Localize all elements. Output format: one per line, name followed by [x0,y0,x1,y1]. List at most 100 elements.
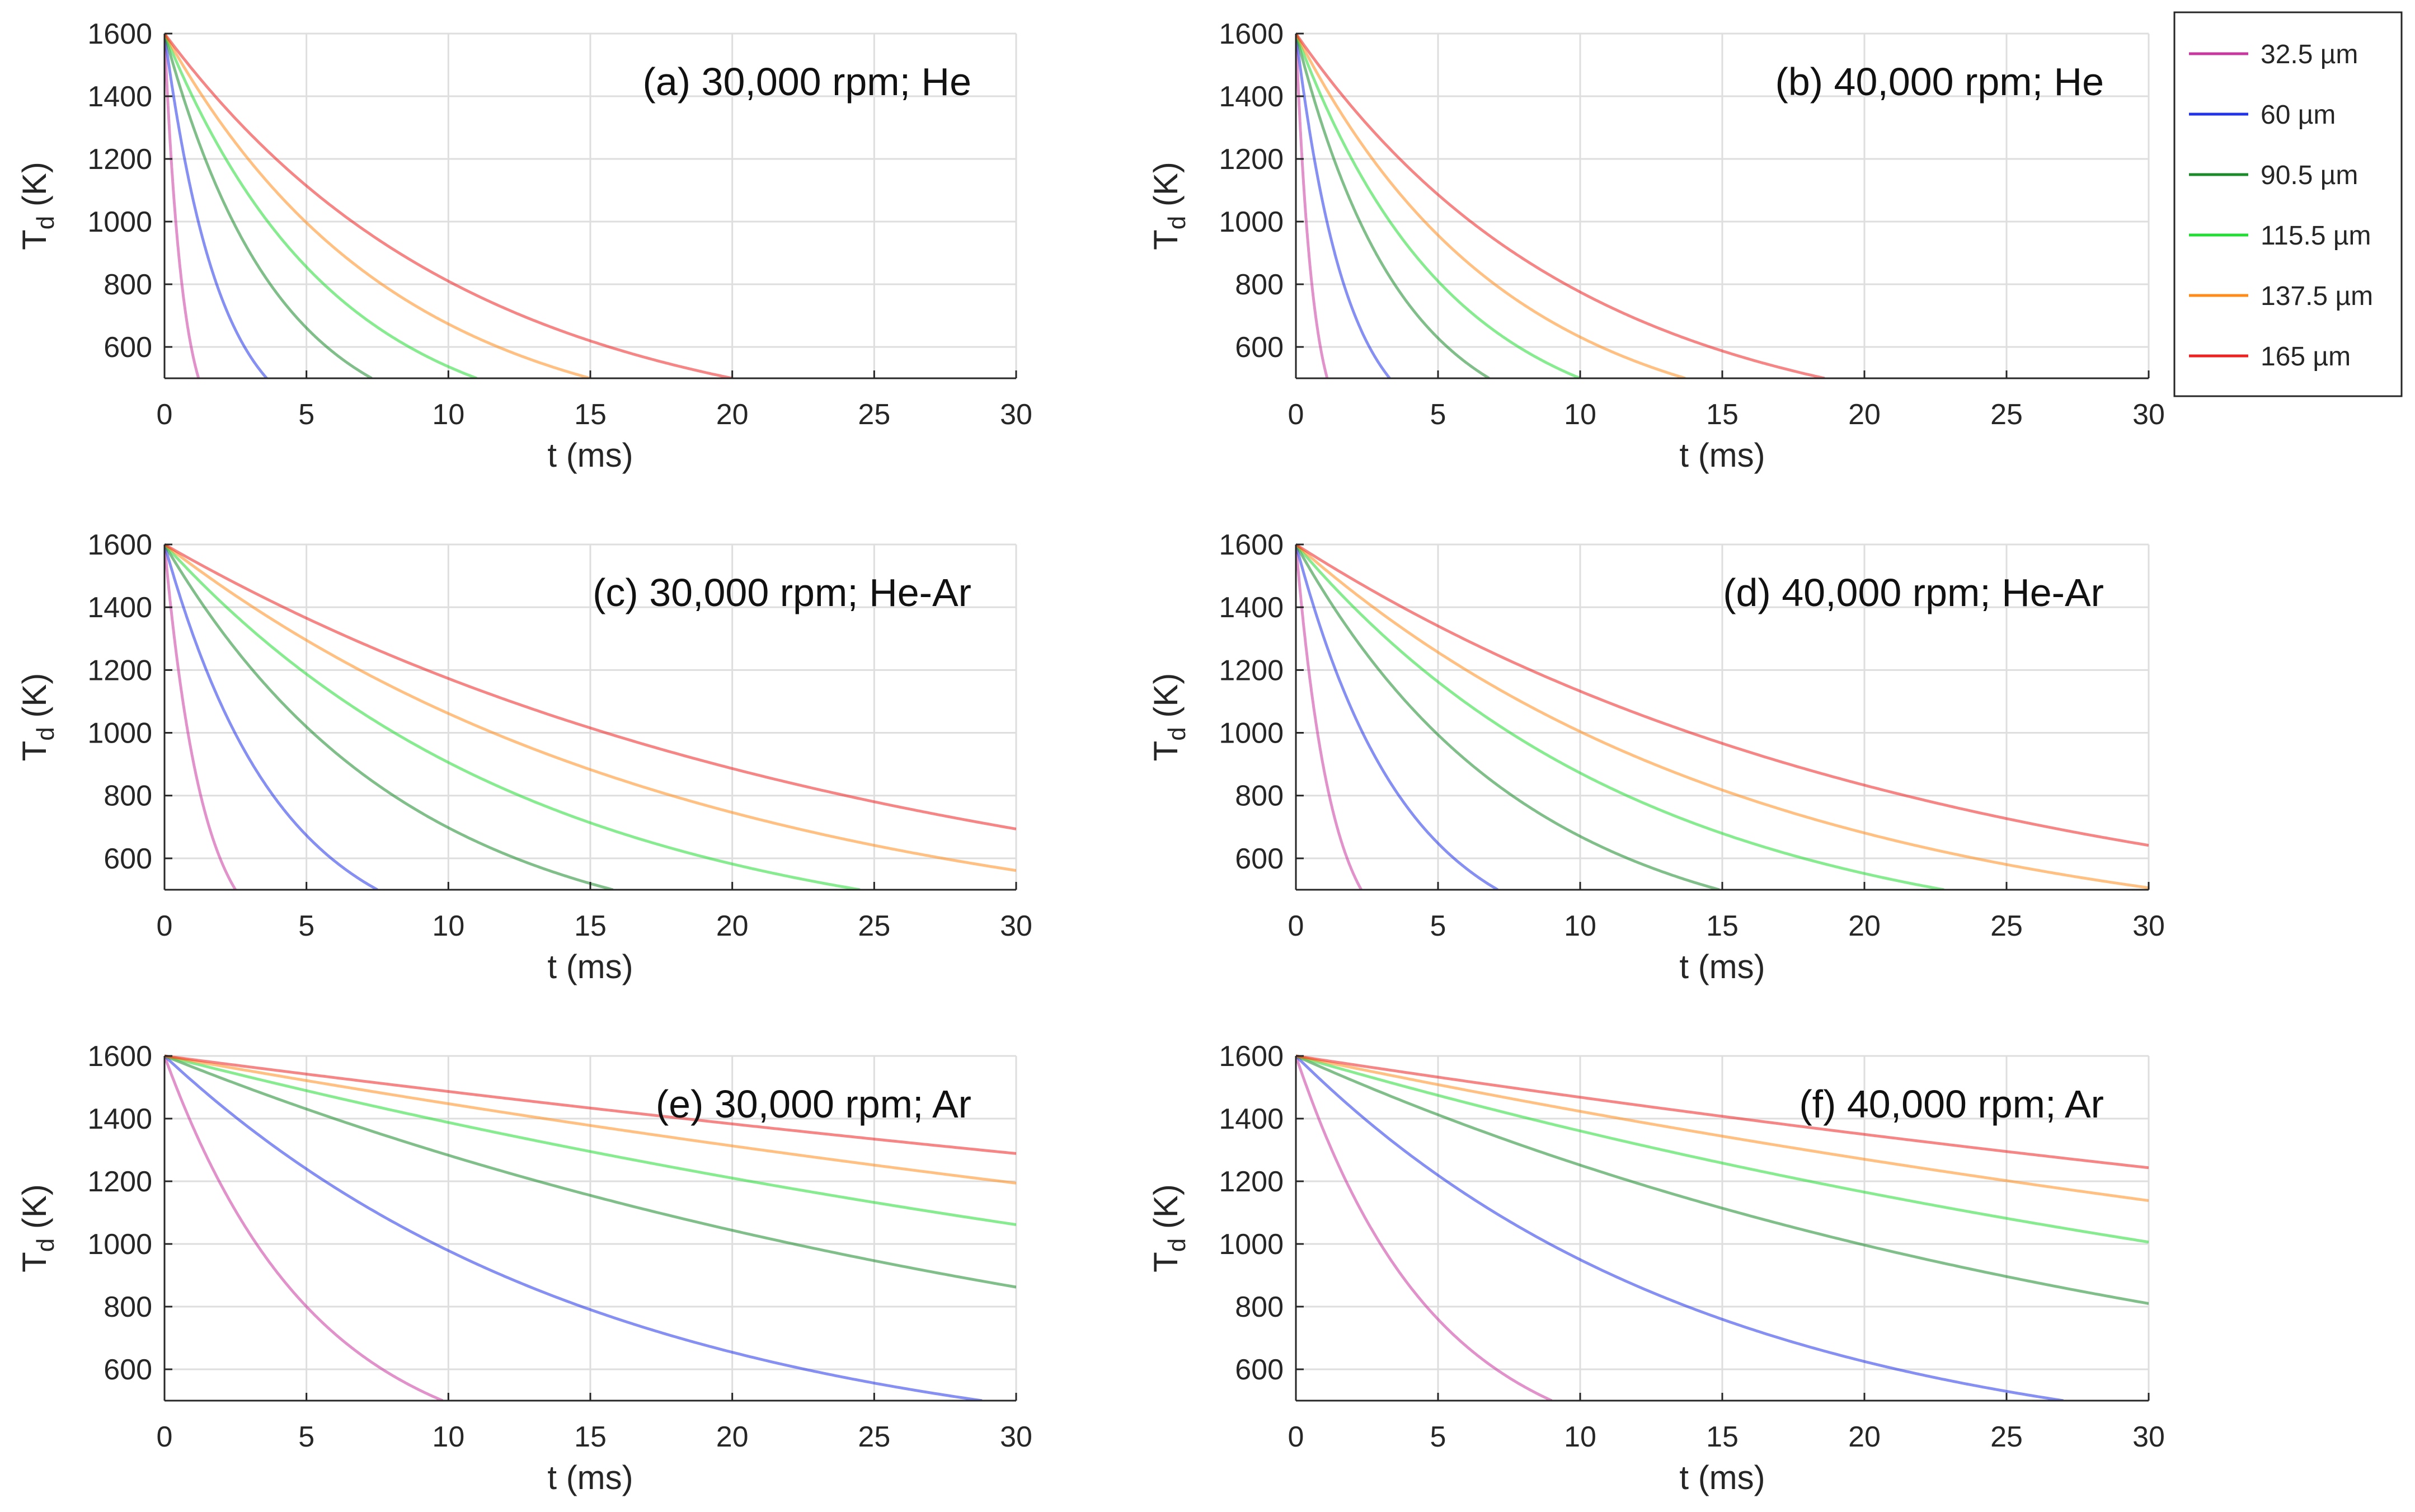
y-tick-label: 1000 [87,717,152,750]
series-line-5 [165,1054,1016,1155]
x-tick-label: 10 [1564,398,1596,431]
x-tick-label: 10 [432,398,464,431]
series-line-4 [1296,543,2149,889]
y-axis-label: Td (K) [1147,1184,1191,1272]
y-axis-label: Td (K) [1147,162,1191,250]
x-tick-label: 25 [858,398,890,431]
x-axis-label: t (ms) [1679,436,1765,474]
subplot-b: 0 5 10 15 20 25 30 600 800 1000 1200 1400 1600 t (ms)… [1147,18,2165,474]
y-tick-label: 600 [104,331,152,364]
series-line-2 [165,1054,1016,1289]
series-line-2 [165,33,373,378]
x-axis-label: t (ms) [547,1459,633,1496]
panel-title: (d) 40,000 rpm; He-Ar [1723,571,2104,614]
legend-label: 165 µm [2261,342,2351,372]
series-line-0 [1296,33,1329,378]
y-tick-label: 800 [1235,1291,1284,1323]
x-tick-label: 0 [157,1421,173,1453]
y-tick-label: 1000 [1219,206,1284,238]
series-line-5 [1296,543,2149,847]
y-tick-label: 1200 [87,143,152,176]
y-axis-label: Td (K) [16,162,59,250]
series-line-5 [165,32,733,378]
x-axis-label: t (ms) [547,436,633,474]
subplot-d: 0 5 10 15 20 25 30 600 800 1000 1200 1400 1600 t (ms)… [1147,529,2165,985]
x-tick-label: 15 [574,910,607,942]
series-line-4 [165,1054,1016,1185]
y-tick-label: 1200 [1219,143,1284,176]
panel-title: (b) 40,000 rpm; He [1775,60,2104,104]
x-tick-label: 0 [1288,910,1304,942]
x-tick-label: 25 [1990,1421,2023,1453]
y-tick-label: 1400 [87,81,152,113]
legend-label: 32.5 µm [2261,40,2358,69]
x-tick-label: 15 [1706,910,1739,942]
series-line-4 [1296,32,1686,378]
subplot-a: 0 5 10 15 20 25 30 600 800 1000 1200 1400 1600 t (ms)… [16,18,1032,474]
series-line-3 [1296,1054,2149,1244]
series-line-3 [165,33,477,378]
y-tick-label: 600 [104,843,152,875]
series-line-2 [1296,1054,2149,1305]
y-tick-label: 800 [104,1291,152,1323]
x-tick-label: 30 [2132,910,2165,942]
x-tick-label: 5 [298,910,314,942]
y-tick-label: 1200 [1219,1166,1284,1198]
x-axis-label: t (ms) [547,948,633,985]
series-line-1 [165,544,378,890]
x-tick-label: 30 [1000,910,1032,942]
y-axis-label: Td (K) [16,673,59,762]
y-tick-label: 1000 [87,1228,152,1261]
series-line-2 [1296,543,1720,890]
y-tick-label: 1200 [87,654,152,687]
y-tick-label: 800 [104,780,152,813]
y-tick-label: 1600 [87,529,152,561]
series-line-1 [1296,1055,2064,1401]
x-tick-label: 30 [1000,398,1032,431]
y-tick-label: 1400 [1219,81,1284,113]
series-line-3 [1296,543,1944,890]
series-line-4 [165,32,591,378]
y-tick-label: 600 [104,1354,152,1386]
series-line-0 [1296,544,1363,890]
legend-label: 60 µm [2261,100,2336,130]
series-line-5 [1296,1054,2149,1170]
series-line-2 [165,543,614,890]
x-tick-label: 15 [574,1421,607,1453]
x-tick-label: 15 [574,398,607,431]
x-tick-label: 5 [1430,910,1446,942]
series-line-2 [1296,33,1490,378]
x-tick-label: 30 [1000,1421,1032,1453]
series-line-4 [1296,1054,2149,1202]
x-tick-label: 25 [858,910,890,942]
panel-title: (e) 30,000 rpm; Ar [656,1082,971,1126]
y-tick-label: 1600 [87,18,152,50]
y-tick-label: 1400 [1219,591,1284,624]
x-tick-label: 10 [432,910,464,942]
series-line-1 [1296,544,1498,890]
y-tick-label: 1600 [1219,18,1284,50]
y-tick-label: 1200 [87,1166,152,1198]
x-tick-label: 20 [716,910,749,942]
series-line-1 [1296,33,1391,378]
y-axis-label: Td (K) [1147,673,1191,762]
y-tick-label: 1600 [87,1040,152,1073]
x-tick-label: 5 [1430,398,1446,431]
subplot-e: 0 5 10 15 20 25 30 600 800 1000 1200 1400 1600 t (ms)… [16,1040,1032,1496]
x-tick-label: 20 [716,1421,749,1453]
y-tick-label: 1000 [1219,717,1284,750]
x-tick-label: 0 [157,398,173,431]
y-tick-label: 1600 [1219,1040,1284,1073]
x-tick-label: 15 [1706,1421,1739,1453]
y-tick-label: 1600 [1219,529,1284,561]
series-line-0 [1296,1055,1553,1401]
series-line-0 [165,33,200,378]
legend-box [2173,11,2403,397]
x-axis-label: t (ms) [1679,948,1765,985]
y-tick-label: 600 [1235,331,1284,364]
series-line-5 [1296,32,1825,378]
x-tick-label: 30 [2132,1421,2165,1453]
legend: 32.5 µm 60 µm 90.5 µm 115.5 µm 137.5 µm 165 µ… [2173,11,2403,397]
y-tick-label: 1400 [87,1103,152,1135]
